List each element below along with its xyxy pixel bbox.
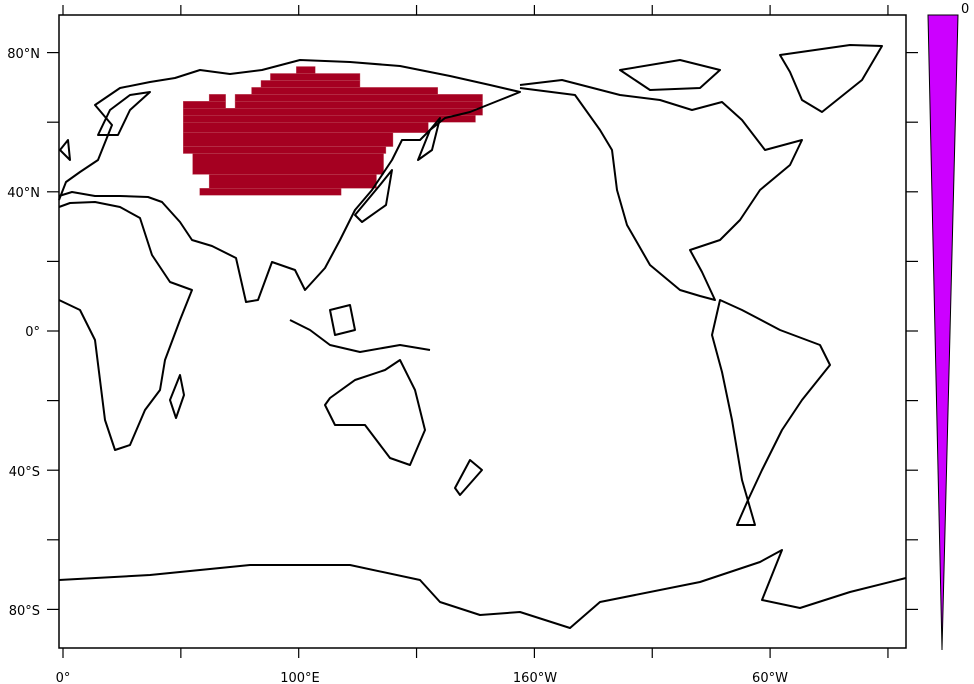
shaded-cell [208, 94, 226, 102]
lat-label: 40°N [7, 186, 40, 201]
lon-label: 100°E [280, 671, 320, 684]
coast-australia [324, 359, 426, 466]
lon-label: 0° [56, 671, 71, 684]
shaded-cell [234, 94, 483, 102]
coast-africa [58, 201, 193, 451]
lat-label: 40°S [9, 465, 40, 480]
shaded-cell [192, 153, 384, 175]
shaded-cell [183, 146, 387, 154]
coast-kamchatka [417, 117, 441, 161]
shaded-cell [183, 108, 483, 116]
shaded-cell [296, 66, 316, 74]
shaded-region [183, 66, 483, 196]
coast-antarctica [58, 549, 907, 629]
lon-label: 60°W [752, 671, 788, 684]
shaded-cell [208, 174, 377, 189]
coast-madagascar [169, 374, 185, 419]
coast-indonesia [289, 319, 431, 353]
coast-new-zealand [454, 459, 483, 496]
shaded-cell [234, 101, 483, 109]
shaded-cell [251, 87, 438, 95]
coast-britain [59, 139, 71, 161]
coast-borneo [329, 304, 356, 336]
shaded-cell [183, 115, 476, 123]
coast-scandinavia [97, 91, 151, 136]
shaded-cell [183, 132, 394, 147]
coast-south-america [711, 299, 831, 526]
shaded-cell [183, 101, 226, 109]
coast-eurasia [58, 59, 521, 303]
shaded-cell [260, 80, 361, 88]
colorbar-triangle [927, 14, 959, 651]
shaded-cell [270, 73, 361, 81]
lon-label: 160°W [513, 671, 557, 684]
shaded-cell [199, 188, 342, 196]
colorbar-label: 0 [961, 2, 969, 17]
lat-label: 80°N [7, 47, 40, 62]
axis-ticks [47, 5, 918, 658]
coast-greenland [779, 44, 883, 113]
coast-north-america [519, 79, 803, 301]
coast-arctic-islands [619, 59, 721, 91]
lat-label: 80°S [9, 604, 40, 619]
coast-japan [354, 169, 393, 223]
coastlines [58, 44, 907, 629]
shaded-cell [183, 121, 429, 133]
lon-tick-labels: 0° 100°E 160°W 60°W [56, 671, 788, 684]
lat-tick-labels: 80°N 40°N 0° 40°S 80°S [7, 47, 40, 619]
lat-label: 0° [25, 325, 40, 340]
